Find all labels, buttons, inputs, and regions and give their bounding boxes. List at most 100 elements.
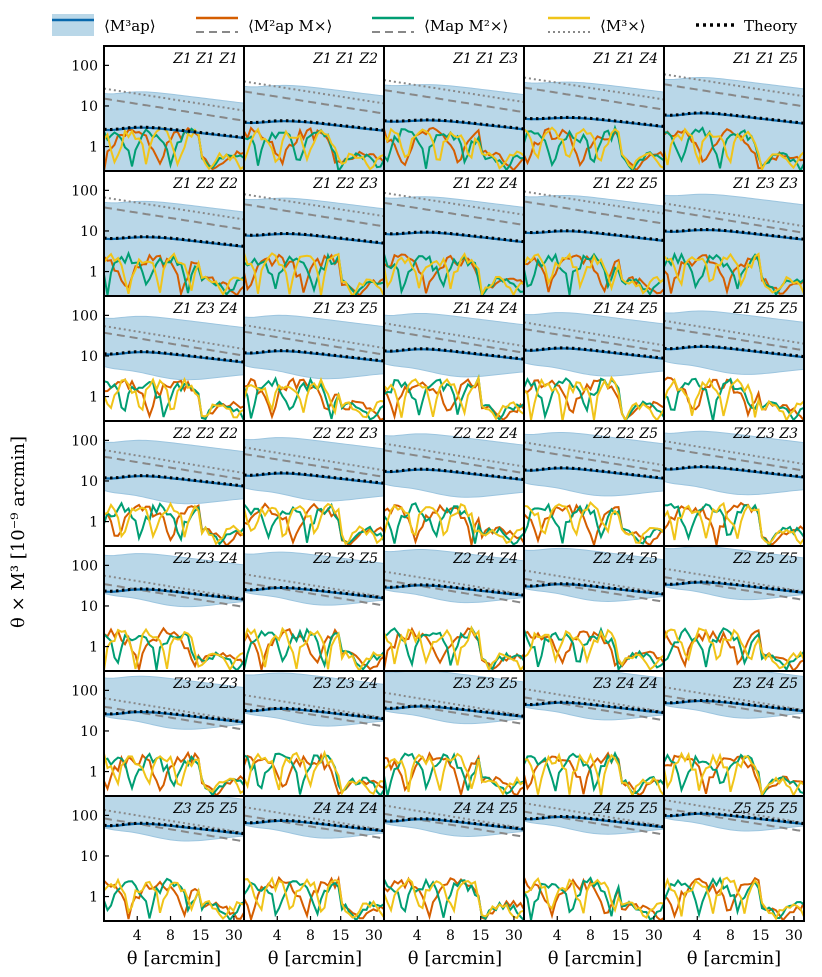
noise-curve (664, 252, 804, 295)
x-tick-label: 15 (752, 928, 770, 944)
panel-label: Z1 Z3 Z3 (732, 176, 798, 192)
panel: Z1 Z2 Z2 1 10 100 (71, 170, 245, 297)
theory-cross-dashed (664, 694, 804, 720)
legend-label: ⟨M³ap⟩ (104, 17, 156, 35)
error-band (244, 437, 384, 502)
theory-cross-dashed (384, 449, 524, 475)
panel: Z2 Z5 Z5 (663, 545, 805, 672)
noise-curve (104, 877, 244, 921)
y-tick-label: 1 (89, 390, 98, 406)
noise-curve (104, 753, 244, 795)
panel-label: Z4 Z4 Z5 (452, 801, 518, 817)
measured-map-curve (104, 475, 244, 488)
panel-label: Z5 Z5 Z5 (732, 801, 798, 817)
noise-curve (104, 127, 244, 171)
y-tick-label: 10 (80, 349, 98, 365)
measured-map-curve (524, 467, 664, 480)
measured-map-curve (384, 348, 524, 361)
error-band (384, 312, 524, 378)
noise-curve (104, 126, 244, 171)
noise-curve (104, 877, 244, 920)
theory-cross-dashed (664, 83, 804, 108)
x-tick-label: 15 (192, 928, 210, 944)
noise-curve (104, 380, 244, 421)
theory-cross-dotted (244, 324, 384, 349)
legend-entry-1: ⟨M²ap M×⟩ (196, 16, 332, 35)
theory-cross-dotted (664, 686, 804, 712)
noise-curve (244, 626, 384, 671)
noise-curve (104, 376, 244, 419)
panel: Z2 Z2 Z2 1 10 100 (71, 420, 245, 547)
measured-map-curve (104, 822, 244, 836)
panel-label: Z1 Z3 Z4 (172, 301, 238, 317)
legend-entry-3: ⟨M³×⟩ (548, 16, 646, 35)
theory-cross-dashed (384, 328, 524, 354)
theory-cross-dotted (664, 567, 804, 593)
noise-curve (244, 127, 384, 171)
panel: Z1 Z1 Z2 (243, 45, 385, 172)
noise-curve (664, 377, 804, 421)
theory-cross-dashed (524, 328, 664, 353)
theory-cross-dashed (664, 576, 804, 601)
y-tick-label: 100 (71, 58, 98, 74)
panel-label: Z1 Z1 Z4 (592, 51, 658, 67)
panel-label: Z2 Z3 Z5 (312, 551, 378, 567)
noise-curve (664, 377, 804, 421)
theory-cross-dashed (104, 206, 244, 231)
measured-map-curve (244, 819, 384, 833)
x-tick-label: 8 (306, 928, 315, 944)
theory-cross-dashed (524, 810, 664, 836)
x-tick-label: 30 (645, 928, 663, 944)
noise-curve (664, 876, 804, 921)
x-axis-label-3: θ [arcmin] (408, 948, 502, 969)
panel-label: Z2 Z5 Z5 (732, 551, 798, 567)
noise-curve (664, 753, 804, 796)
error-band (524, 312, 664, 377)
panel-label: Z1 Z4 Z4 (452, 301, 518, 317)
noise-curve (244, 876, 384, 919)
x-tick-label: 4 (133, 928, 142, 944)
panel-label: Z1 Z2 Z3 (312, 176, 378, 192)
panel-label: Z1 Z2 Z4 (452, 176, 518, 192)
theory-cross-dotted (384, 322, 524, 348)
measured-map-curve (524, 116, 664, 128)
noise-curve (244, 252, 384, 296)
noise-curve (384, 877, 524, 920)
panel-label: Z1 Z1 Z3 (452, 51, 518, 67)
theory-cross-dashed (384, 700, 524, 725)
x-tick-label: 15 (472, 928, 490, 944)
y-tick-label: 1 (89, 640, 98, 656)
theory-cross-dashed (664, 208, 804, 234)
noise-curve (664, 126, 804, 171)
measured-map-curve (664, 699, 804, 713)
noise-curve (244, 502, 384, 546)
noise-curve (244, 376, 384, 419)
theory-cross-dotted (104, 196, 244, 221)
noise-curve (244, 375, 384, 421)
theory-cross-dashed (664, 326, 804, 352)
theory-cross-dashed (104, 97, 244, 122)
theory-cross-dotted (104, 87, 244, 112)
theory-cross-dotted (524, 321, 664, 347)
measured-map-curve (384, 119, 524, 131)
panel: Z1 Z3 Z3 (663, 170, 805, 297)
noise-curve (384, 126, 524, 171)
theory-cross-dashed (524, 696, 664, 722)
theory-cross-dashed (244, 330, 384, 356)
panel-label: Z3 Z5 Z5 (172, 801, 238, 817)
panel: Z2 Z4 Z4 (383, 545, 525, 672)
theory-cross-dashed (104, 455, 244, 481)
noise-curve (384, 752, 524, 796)
measured-map-curve (244, 120, 384, 132)
panel: Z3 Z5 Z5 1 10 100 4 8 15 30 (71, 795, 245, 944)
theory-cross-dotted (104, 697, 244, 723)
panel: Z3 Z4 Z4 (523, 670, 665, 797)
y-tick-label: 100 (71, 683, 98, 699)
theory-cross-dashed (664, 807, 804, 833)
panel-label: Z2 Z3 Z4 (172, 551, 238, 567)
panel: Z4 Z4 Z4 4 8 15 30 (243, 795, 385, 944)
noise-curve (244, 502, 384, 545)
measured-map-curve (524, 347, 664, 360)
panel-label: Z1 Z5 Z5 (732, 301, 798, 317)
y-tick-label: 1 (89, 265, 98, 281)
